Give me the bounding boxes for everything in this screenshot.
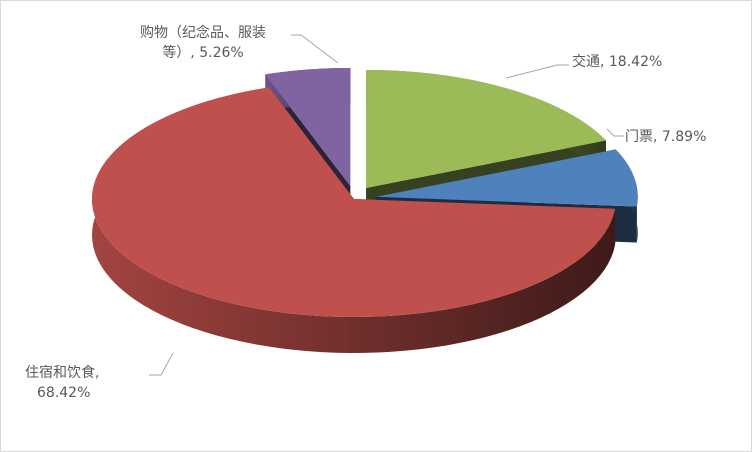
data-label-lodging: 住宿和饮食, 68.42% <box>25 363 99 403</box>
slice-top-3 <box>265 67 351 186</box>
leader-line-shopping <box>291 34 339 64</box>
slice-top-1 <box>375 149 638 207</box>
data-label-shopping: 购物（纪念品、服装 等）, 5.26% <box>118 23 288 63</box>
data-label-shopping-line1: 购物（纪念品、服装 <box>140 25 266 41</box>
data-label-tickets: 门票, 7.89% <box>625 129 707 145</box>
leader-line-lodging <box>149 352 174 376</box>
data-label-transport: 交通, 18.42% <box>572 54 663 70</box>
data-label-lodging-line2: 68.42% <box>37 385 91 401</box>
slice-top-2 <box>92 87 616 317</box>
data-label-shopping-line2: 等）, 5.26% <box>162 45 244 61</box>
data-label-lodging-line1: 住宿和饮食, <box>25 365 100 381</box>
pie-slice-2[interactable] <box>92 87 616 353</box>
leader-line-transport <box>505 64 569 79</box>
leader-line-tickets <box>606 128 624 137</box>
slice-top-0 <box>366 69 606 188</box>
